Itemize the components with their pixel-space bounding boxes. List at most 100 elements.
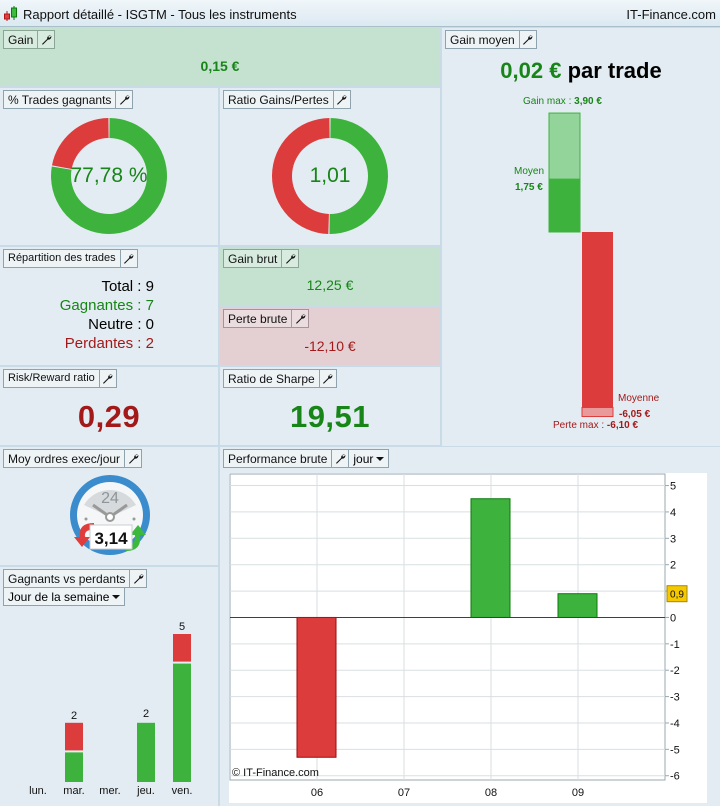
repartition-list: Total : 9 Gagnantes : 7 Neutre : 0 Perda… [60,277,154,353]
moyen-value: 1,75 € [515,182,543,193]
gain-title: Gain [8,33,34,47]
ratio-title: Ratio Gains/Pertes [228,93,329,107]
perf-chart: 5 4 3 2 0 -1 -2 -3 -4 -5 -6 06 07 08 09 0,9 © IT-Finance… [229,473,688,799]
perdantes-row: Perdantes : 2 [64,335,154,352]
wrench-icon[interactable] [281,250,298,267]
perf-period-dropdown[interactable]: jour [348,450,388,467]
perf-xtick-label: 09 [572,787,584,799]
perte-max-label: Perte max : -6,10 € [553,420,639,431]
win-rate-donut: 77,78 % [49,116,169,236]
candlestick-logo-icon [4,6,17,21]
wrench-icon[interactable] [119,250,137,267]
perf-bar [296,616,337,758]
sharpe-panel: Ratio de Sharpe 19,51 [220,367,440,445]
perf-ytick-label: -1 [670,639,680,651]
neutre-row: Neutre : 0 [88,316,154,333]
moy-ordres-title: Moy ordres exec/jour [8,452,121,466]
perf-xtick-label: 06 [311,787,323,799]
total-row: Total : 9 [101,278,154,295]
clock-gauge-icon: 24 3,14 [70,475,150,555]
brand-label: IT-Finance.com [626,7,716,22]
gain-header: Gain [3,30,56,49]
perf-bar [470,498,511,618]
risk-reward-panel: Risk/Reward ratio 0,29 [0,367,218,445]
chevron-down-icon [112,595,121,599]
gvp-day-label: jeu. [136,785,155,797]
gain-moyen-title: Gain moyen [450,33,515,47]
wrench-icon[interactable] [98,370,116,387]
gain-value: 0,15 € [200,58,240,74]
wrench-icon[interactable] [37,31,54,48]
ratio-win-slice [329,118,388,234]
repartition-panel: Répartition des trades Total : 9 Gagnant… [0,247,218,365]
perte-brute-panel: Perte brute -12,10 € [220,307,440,365]
pct-trades-title: % Trades gagnants [8,93,112,107]
moy-ordres-header: Moy ordres exec/jour [3,449,143,468]
moyenne-label: Moyenne [618,393,660,404]
perf-title: Performance brute [228,452,328,466]
sharpe-title: Ratio de Sharpe [228,372,315,386]
window-title: Rapport détaillé - ISGTM - Tous les inst… [23,7,297,22]
clock-label: 24 [101,490,119,507]
gvp-total-label: 5 [179,621,185,633]
loss-max-bar [581,407,614,418]
pct-trades-gagnants-panel: % Trades gagnants 77,78 % [0,88,218,245]
gain-moyen-chart [548,112,614,418]
wrench-icon[interactable] [124,450,141,467]
wrench-icon[interactable] [318,370,336,387]
ratio-loss-slice [272,118,330,234]
perf-ytick-label: -2 [670,665,680,677]
gain-brut-value: 12,25 € [306,277,354,293]
gain-brut-title: Gain brut [228,252,278,266]
win-rate-value: 77,78 % [70,164,148,187]
gain-moyen-suffix: par trade [567,58,662,83]
gagnants-vs-perdants-panel: Gagnants vs perdants Jour de la semaine … [0,567,218,806]
perte-brute-title: Perte brute [228,312,288,326]
moyenne-value: -6,05 € [619,409,651,420]
gvp-period-dropdown[interactable]: Jour de la semaine [3,587,126,606]
gain-brut-panel: Gain brut 12,25 € [220,247,440,306]
moy-ordres-panel: Moy ordres exec/jour 24 3,14 [0,447,218,565]
gain-moyen-panel: Gain moyen 0,02 € par trade Gain max : 3… [442,28,720,446]
perf-ytick-label: -5 [670,744,680,756]
gain-panel: Gain 0,15 € [0,28,440,86]
gvp-win-bar [173,663,191,782]
perf-ytick-label: 2 [670,560,676,572]
perf-last-value-text: 0,9 [670,590,684,601]
perf-ytick-label: 4 [670,507,676,519]
gagnantes-row: Gagnantes : 7 [59,297,154,314]
wrench-icon[interactable] [115,91,132,108]
wrench-icon[interactable] [518,31,536,48]
win-rate-win-slice [50,118,167,234]
win-rate-loss-slice [51,118,109,170]
gvp-day-label: ven. [172,785,193,797]
repartition-header: Répartition des trades [3,249,138,268]
gain-moyen-headline: 0,02 € par trade [442,58,720,84]
ratio-gains-pertes-panel: Ratio Gains/Pertes 1,01 [220,88,440,245]
perf-ytick-label: -3 [670,692,680,704]
wrench-icon[interactable] [291,310,308,327]
gvp-header: Gagnants vs perdants [3,569,148,588]
sharpe-header: Ratio de Sharpe [223,369,337,388]
ratio-header: Ratio Gains/Pertes [223,90,351,109]
moyen-label: Moyen [514,166,545,177]
ratio-value: 1,01 [309,164,351,187]
gain-brut-header: Gain brut [223,249,300,268]
gain-avg-bar [549,178,580,232]
wrench-icon[interactable] [332,91,350,108]
gain-max-label: Gain max : 3,90 € [523,96,602,107]
perte-brute-value: -12,10 € [304,338,356,354]
ratio-donut: 1,01 [270,116,390,236]
chevron-down-icon [376,457,385,461]
gvp-day-label: mar. [63,785,84,797]
perf-bar [557,593,598,618]
pct-trades-header: % Trades gagnants [3,90,134,109]
risk-reward-value: 0,29 [77,399,141,434]
gvp-title: Gagnants vs perdants [8,572,126,586]
perf-header: Performance brute jour [223,449,390,468]
perf-last-value-badge [666,585,688,603]
performance-brute-panel: Performance brute jour 5 4 3 2 0 -1 -2 -3 -4 -5 -6… [220,447,720,806]
wrench-icon[interactable] [331,450,348,467]
wrench-icon[interactable] [129,570,146,587]
sharpe-value: 19,51 [289,399,371,434]
